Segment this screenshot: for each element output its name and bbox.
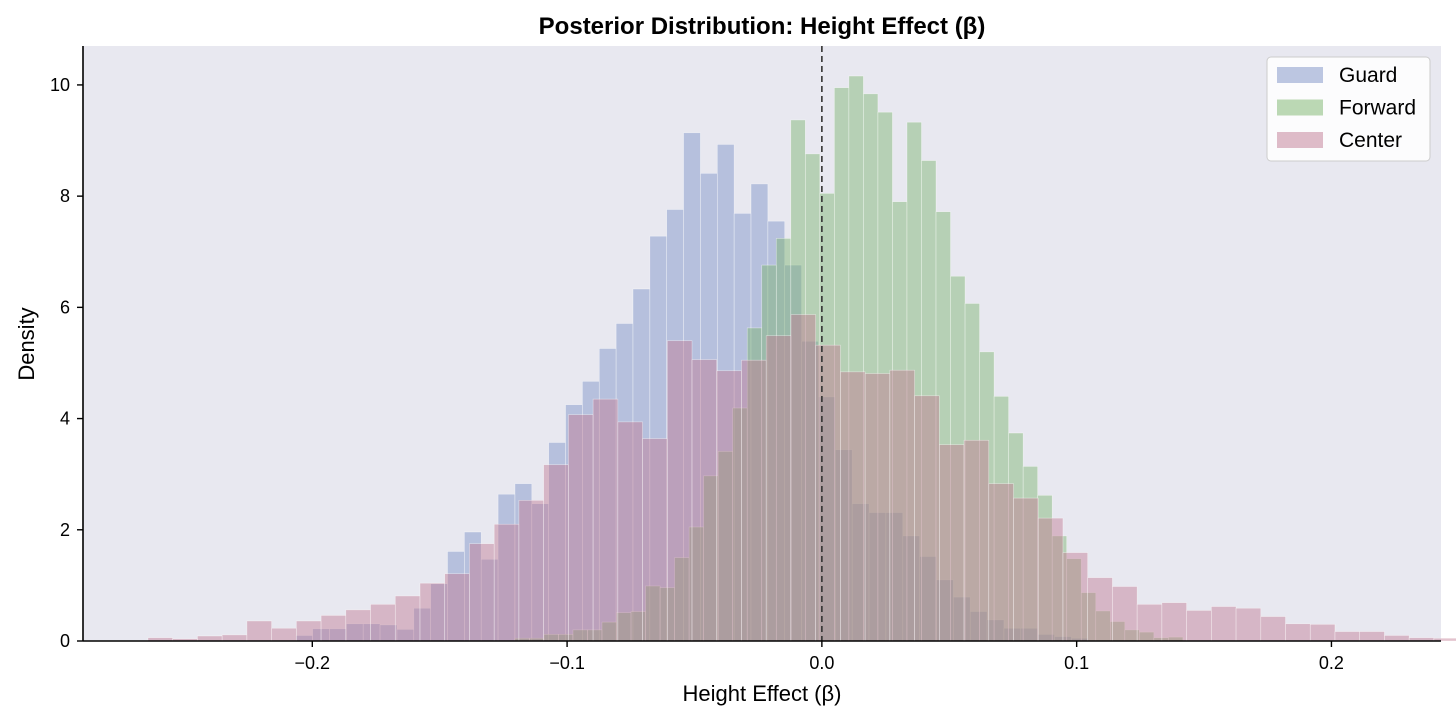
x-tick-label: 0.2 [1319, 653, 1344, 673]
x-tick-label: −0.1 [549, 653, 585, 673]
center-bar [221, 634, 248, 642]
plot-area: −0.2 −0.1 0.0 0.1 0.2 0 2 4 6 8 10 [50, 46, 1456, 673]
center-bar [1186, 610, 1212, 642]
center-bar [939, 444, 965, 642]
center-bar [1037, 517, 1064, 642]
center-bar [320, 615, 347, 642]
center-bar [1309, 624, 1336, 642]
center-bar [765, 335, 792, 642]
center-bar [1161, 602, 1187, 642]
center-bar [617, 421, 643, 642]
center-bar [246, 620, 272, 642]
histogram-bars [147, 75, 1456, 642]
center-bar [790, 314, 816, 642]
x-tick-label: −0.2 [295, 653, 331, 673]
series-guard-bars [295, 132, 1089, 642]
center-bar [864, 373, 891, 642]
y-tick-label: 0 [60, 631, 70, 651]
legend-label-center: Center [1339, 129, 1402, 152]
center-bar [889, 369, 915, 642]
chart-title: Posterior Distribution: Height Effect (β… [539, 13, 986, 40]
center-bar [963, 439, 990, 642]
center-bar [815, 344, 841, 642]
center-bar [1062, 552, 1088, 642]
center-bar [1260, 616, 1286, 642]
center-bar [543, 464, 569, 642]
y-tick-label: 8 [60, 186, 70, 206]
y-tick-label: 2 [60, 520, 70, 540]
y-tick-label: 4 [60, 409, 70, 429]
center-bar [1285, 623, 1311, 642]
legend-swatch-guard [1277, 67, 1323, 83]
y-tick-label: 10 [50, 75, 70, 95]
x-axis-ticks: −0.2 −0.1 0.0 0.1 0.2 [295, 641, 1344, 673]
legend: Guard Forward Center [1266, 56, 1431, 162]
center-bar [741, 359, 767, 642]
y-axis-label: Density [14, 307, 39, 380]
center-bar [914, 395, 940, 642]
center-bar [518, 500, 544, 642]
center-bar [345, 609, 371, 642]
center-bar [469, 543, 495, 642]
center-bar [1013, 497, 1039, 642]
x-tick-label: 0.0 [809, 653, 834, 673]
center-bar [1211, 606, 1237, 642]
center-bar [419, 582, 446, 642]
y-tick-label: 6 [60, 297, 70, 317]
x-tick-label: 0.1 [1064, 653, 1089, 673]
center-bar [1384, 635, 1410, 642]
center-bar [691, 359, 718, 642]
x-axis-label: Height Effect (β) [683, 681, 842, 706]
center-bar [444, 573, 470, 642]
center-bar [1087, 577, 1113, 642]
center-bar [1433, 637, 1456, 642]
center-bar [568, 414, 594, 642]
y-axis-ticks: 0 2 4 6 8 10 [50, 75, 83, 651]
legend-swatch-center [1277, 132, 1323, 148]
center-bar [666, 340, 693, 642]
center-bar [271, 627, 297, 642]
center-bar [1334, 631, 1361, 642]
center-bar [296, 620, 322, 642]
legend-label-forward: Forward [1339, 97, 1416, 120]
center-bar [493, 523, 520, 642]
center-bar [1235, 607, 1262, 642]
center-bar [1112, 586, 1138, 642]
center-bar [642, 438, 668, 642]
center-bar [592, 398, 619, 642]
center-bar [370, 603, 396, 642]
series-forward-bars [514, 75, 1184, 642]
center-bar [840, 371, 866, 642]
center-bar [1136, 603, 1163, 642]
center-bar [988, 483, 1014, 642]
legend-label-guard: Guard [1339, 64, 1397, 87]
legend-swatch-forward [1277, 99, 1323, 116]
center-bar [716, 370, 742, 642]
center-bar [394, 595, 421, 642]
series-center-bars [147, 314, 1456, 642]
center-bar [1359, 631, 1385, 642]
